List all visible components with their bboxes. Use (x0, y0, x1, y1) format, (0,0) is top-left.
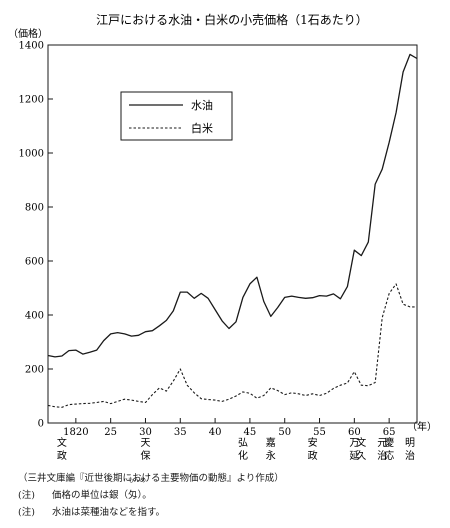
x-tick-label: 45 (244, 427, 257, 438)
era-label-char: 延 (349, 450, 359, 462)
era-label-char: 万 (349, 438, 359, 449)
x-tick-label: 30 (139, 427, 152, 438)
plot-frame (47, 44, 418, 424)
era-label-char: 政 (308, 449, 318, 462)
notes: （三井文庫編『近世後期における主要物価の動態』より作成） (注) 価格の単位は銀（… (18, 470, 438, 521)
x-tick-label: 25 (104, 427, 117, 438)
unit-kanji: 匁 (128, 490, 138, 501)
y-tick-label: 1400 (19, 41, 44, 52)
era-label-char: 治 (377, 449, 387, 462)
era-label-char: 慶 (384, 436, 394, 449)
era-label-char: 明 (405, 437, 415, 449)
x-tick-label: 65 (383, 427, 396, 438)
era-label-char: 保 (140, 449, 150, 462)
legend: 水油 白米 (120, 91, 233, 141)
unit-ruby: もんめ (128, 477, 147, 484)
era-label-char: 安 (308, 436, 318, 449)
series-line-rice (47, 283, 417, 408)
note-label: (注) (18, 507, 35, 518)
x-axis: 1820 25 30 35 40 45 50 55 60 65 (63, 418, 396, 438)
legend-label-rice: 白米 (191, 121, 213, 135)
era-label-char: 久 (356, 450, 366, 462)
era-label-char: 化 (238, 449, 248, 462)
x-tick-label: 35 (174, 427, 187, 438)
x-tick-label: 60 (348, 427, 361, 438)
era-label-char: 政 (57, 449, 67, 462)
y-tick-label: 800 (25, 203, 44, 214)
unit-note-after: ）。 (137, 490, 152, 501)
series-line-oil (47, 53, 418, 358)
y-axis: 0 200 400 600 800 1000 1200 1400 (19, 41, 53, 430)
oil-note-text: 水油は菜種油などを指す。 (52, 507, 166, 518)
oil-note: (注) 水油は菜種油などを指す。 (18, 504, 438, 521)
era-label-char: 元 (377, 438, 387, 449)
era-label-char: 文 (356, 436, 366, 449)
y-tick-label: 0 (38, 419, 44, 430)
unit-note-before: 価格の単位は銀（ (52, 490, 129, 501)
x-tick-label: 50 (278, 427, 291, 438)
era-label-char: 天 (140, 438, 150, 449)
y-tick-label: 600 (25, 257, 44, 268)
y-tick-label: 1000 (19, 149, 44, 160)
era-label-char: 永 (266, 449, 276, 462)
unit-word: もんめ匁 (128, 478, 146, 504)
era-label-char: 嘉 (266, 436, 276, 449)
legend-label-oil: 水油 (191, 98, 213, 112)
chart-title: 江戸における水油・白米の小売価格（1石あたり） (96, 12, 368, 27)
price-chart: 江戸における水油・白米の小売価格（1石あたり） （価格） （年） 0200400… (8, 12, 437, 462)
unit-note: (注) 価格の単位は銀（ もんめ 匁）。 (18, 478, 438, 504)
era-label-char: 治 (405, 449, 415, 462)
legend-box (120, 91, 233, 141)
era-label-char: 文 (57, 436, 67, 449)
x-tick-label: 40 (209, 427, 222, 438)
era-label-char: 弘 (238, 437, 248, 449)
y-tick-label: 1200 (19, 95, 44, 106)
y-axis-label: （価格） (8, 27, 48, 40)
x-tick-label: 1820 (63, 427, 88, 438)
y-tick-label: 400 (25, 311, 44, 322)
note-label: (注) (18, 490, 35, 501)
era-label-char: 応 (384, 449, 394, 462)
series-lines (47, 53, 418, 408)
x-tick-label: 55 (313, 427, 326, 438)
source-note: （三井文庫編『近世後期における主要物価の動態』より作成） (18, 473, 284, 484)
y-tick-label: 200 (25, 365, 44, 376)
x-axis-label: （年） (407, 420, 437, 433)
